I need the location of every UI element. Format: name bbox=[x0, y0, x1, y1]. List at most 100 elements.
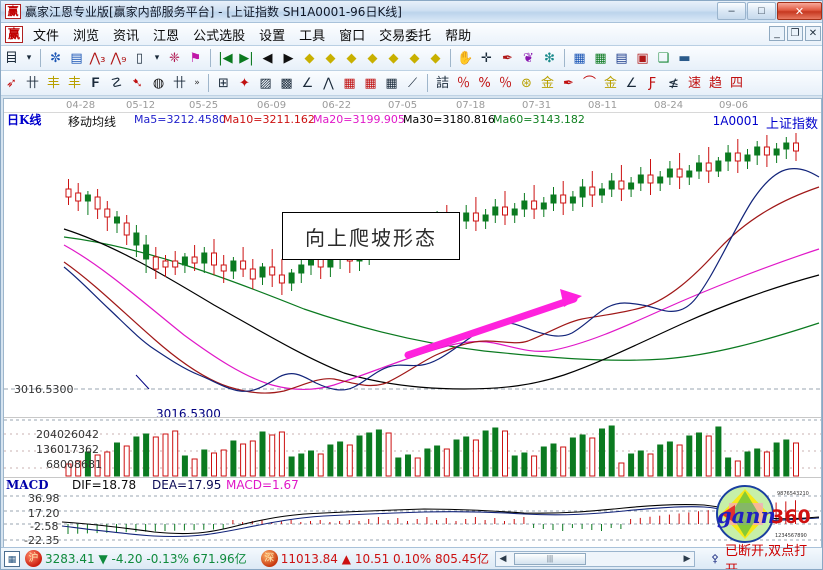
gold-grid2-icon[interactable]: 丰 bbox=[67, 75, 81, 91]
macd-pane[interactable]: MACD DIF=18.78 DEA=17.95 MACD=1.67 36.98… bbox=[4, 477, 821, 547]
calendar-21-icon[interactable]: ▦ bbox=[573, 50, 586, 66]
four-line-icon[interactable]: 四 bbox=[729, 75, 743, 91]
date-tick-label: 09-06 bbox=[719, 100, 749, 111]
expand-h-icon[interactable]: ◆ bbox=[346, 50, 357, 66]
gold-red-icon[interactable]: 金 bbox=[603, 75, 617, 91]
dropdown-arrow2-icon[interactable]: ▾ bbox=[154, 52, 160, 63]
table-icon[interactable]: ▦ bbox=[594, 50, 607, 66]
grid-red-icon[interactable]: ▦ bbox=[343, 75, 356, 91]
menu-settings[interactable]: 设置 bbox=[259, 28, 286, 44]
gold-ratio-icon[interactable]: 金 bbox=[540, 75, 554, 91]
quote-grid-icon[interactable]: ▦ bbox=[4, 550, 20, 567]
vertical-bar-icon[interactable]: ▯ bbox=[135, 50, 144, 66]
percent-red-icon[interactable]: ％ bbox=[498, 75, 512, 91]
pattern-annotation-box[interactable]: 向上爬坡形态 bbox=[282, 212, 460, 260]
angle-icon[interactable]: ∠ bbox=[301, 75, 314, 91]
trend-line-icon[interactable]: 趋 bbox=[708, 75, 722, 91]
menu-browse[interactable]: 浏览 bbox=[73, 28, 100, 44]
menu-tools[interactable]: 工具 bbox=[299, 28, 326, 44]
spiral-icon[interactable]: ❈ bbox=[169, 50, 180, 66]
volume-bar bbox=[201, 449, 208, 477]
report-icon[interactable]: ▤ bbox=[615, 50, 628, 66]
speed-line-icon[interactable]: 速 bbox=[687, 75, 701, 91]
menu-window[interactable]: 窗口 bbox=[339, 28, 366, 44]
angle-j-icon[interactable]: ∠ bbox=[625, 75, 638, 91]
gold-grid-icon[interactable]: 丰 bbox=[46, 75, 60, 91]
next-icon[interactable]: ▶ bbox=[283, 50, 294, 66]
percent-icon[interactable]: % bbox=[478, 75, 491, 91]
connection-status-label[interactable]: 已断开,双点打开. bbox=[724, 543, 808, 570]
overflow-icon[interactable]: » bbox=[194, 77, 200, 88]
shrink-h-icon[interactable]: ◆ bbox=[367, 50, 378, 66]
maximize-button[interactable]: □ bbox=[747, 2, 776, 20]
minimize-button[interactable]: – bbox=[717, 2, 746, 20]
fan-red-icon[interactable]: ✦ bbox=[239, 75, 250, 91]
arc-red-icon[interactable]: ⌒ bbox=[582, 75, 596, 91]
wave-9-icon[interactable]: ⋀₉ bbox=[110, 50, 127, 66]
fit2-icon[interactable]: ◆ bbox=[409, 50, 420, 66]
network-chart-icon[interactable]: ✼ bbox=[50, 50, 61, 66]
dropdown-arrow-icon[interactable]: ▾ bbox=[26, 52, 32, 63]
menu-gann[interactable]: 江恩 bbox=[153, 28, 180, 44]
document-icon[interactable]: ▤ bbox=[70, 50, 83, 66]
mdi-close-button[interactable]: ✕ bbox=[805, 26, 821, 41]
wave-3-icon[interactable]: ⋀₃ bbox=[89, 50, 106, 66]
brain-icon[interactable]: ❇ bbox=[544, 50, 555, 66]
zoom-left-icon[interactable]: ◆ bbox=[304, 50, 315, 66]
ticker-name-label: 上证指数 bbox=[765, 117, 818, 132]
f-grid-icon[interactable]: 𝐅 bbox=[91, 75, 100, 91]
calendar-day-icon[interactable]: 目 bbox=[4, 50, 18, 66]
ladder-icon[interactable]: 詰 bbox=[435, 75, 449, 91]
grid-lines2-icon[interactable]: 卄 bbox=[172, 75, 186, 91]
zigzag-icon[interactable]: ⋀ bbox=[323, 75, 334, 91]
volume-pane[interactable]: 204026042 136017362 68008681 bbox=[4, 417, 821, 477]
chart-window[interactable]: 04-28 05-12 05-25 06-09 06-22 07-05 07-18 07-31… bbox=[3, 98, 822, 548]
menu-news[interactable]: 资讯 bbox=[113, 28, 140, 44]
grid-lines-icon[interactable]: 卄 bbox=[25, 75, 39, 91]
fit-icon[interactable]: ◆ bbox=[388, 50, 399, 66]
print-icon[interactable]: ▬ bbox=[678, 50, 691, 66]
close-button[interactable]: ✕ bbox=[777, 2, 822, 20]
first-page-icon[interactable]: |◀ bbox=[218, 50, 233, 66]
flag-icon[interactable]: ⚑ bbox=[189, 50, 202, 66]
angle-gold-icon[interactable]: ≰ bbox=[668, 75, 679, 91]
grid-red2-icon[interactable]: ▦ bbox=[364, 75, 377, 91]
grid-dark-icon[interactable]: ▦ bbox=[385, 75, 398, 91]
pen-red-icon[interactable]: ✒ bbox=[563, 75, 574, 91]
menu-trade-order[interactable]: 交易委托 bbox=[379, 28, 432, 44]
scroll-right-arrow-icon[interactable]: ▶ bbox=[683, 553, 691, 563]
menu-help[interactable]: 帮助 bbox=[445, 28, 472, 44]
percent-fib-icon[interactable]: ％ bbox=[456, 75, 470, 91]
horizontal-scrollbar[interactable]: ◀ ||| ▶ bbox=[494, 550, 695, 567]
volume-bar bbox=[356, 435, 363, 477]
volume-bar bbox=[783, 439, 790, 477]
circle-gann-icon[interactable]: ◍ bbox=[152, 75, 165, 91]
menu-file[interactable]: 文件 bbox=[33, 28, 60, 44]
prev-icon[interactable]: ◀ bbox=[262, 50, 273, 66]
scroll-thumb[interactable]: ||| bbox=[513, 552, 586, 565]
candlestick bbox=[84, 194, 91, 202]
crosshair-icon[interactable]: ✛ bbox=[481, 50, 492, 66]
zoom-right-icon[interactable]: ◆ bbox=[325, 50, 336, 66]
save-icon[interactable]: ▣ bbox=[636, 50, 649, 66]
gold-circle-icon[interactable]: ⊛ bbox=[521, 75, 532, 91]
rocket2-icon[interactable]: ➷ bbox=[132, 75, 143, 91]
fit3-icon[interactable]: ◆ bbox=[430, 50, 441, 66]
pen-tool-icon[interactable]: ✒ bbox=[502, 50, 513, 66]
square-fan-icon[interactable]: ▨ bbox=[259, 75, 272, 91]
menu-formula-screener[interactable]: 公式选股 bbox=[193, 28, 246, 44]
box-fan-icon[interactable]: ▩ bbox=[280, 75, 293, 91]
mdi-minimize-button[interactable]: _ bbox=[769, 26, 785, 41]
last-page-icon[interactable]: ▶| bbox=[239, 50, 254, 66]
price-pane[interactable]: 3016.5300 3016.5300 向上爬坡形态 bbox=[4, 127, 821, 421]
fan-tool-icon[interactable]: ❦ bbox=[523, 50, 534, 66]
slope-icon[interactable]: ⟋ bbox=[407, 75, 418, 91]
spiral-grid-icon[interactable]: ☡ bbox=[110, 75, 123, 91]
hand-tool-icon[interactable]: ✋ bbox=[457, 50, 474, 66]
mdi-restore-button[interactable]: ❐ bbox=[787, 26, 803, 41]
angle-f-icon[interactable]: Ƒ bbox=[648, 75, 657, 91]
box-tool-icon[interactable]: ⊞ bbox=[218, 75, 229, 91]
scroll-left-arrow-icon[interactable]: ◀ bbox=[499, 553, 507, 563]
copy-icon[interactable]: ❑ bbox=[657, 50, 670, 66]
rocket-icon[interactable]: ➶ bbox=[6, 75, 17, 91]
